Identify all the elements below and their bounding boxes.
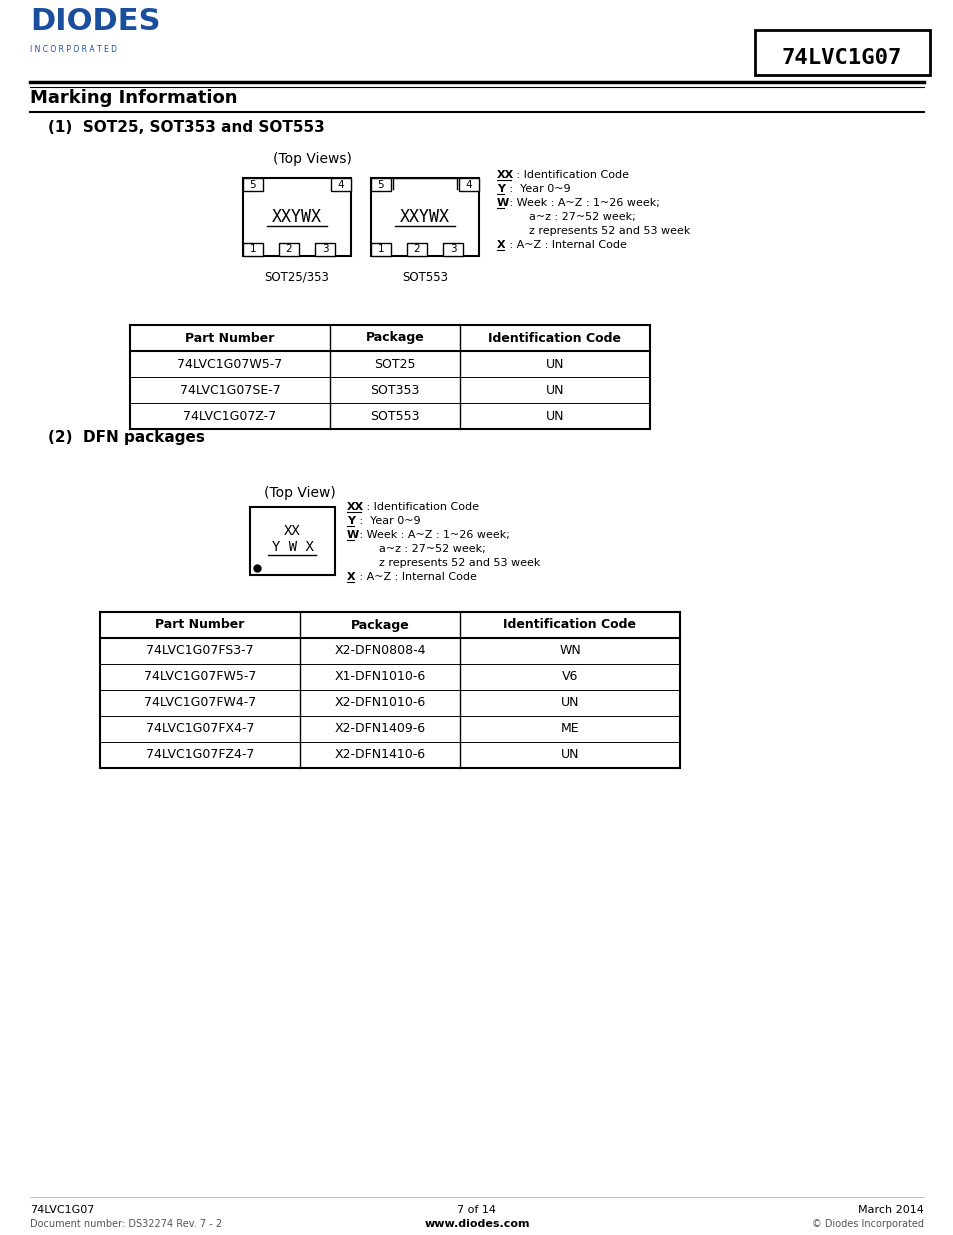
Bar <box>314 243 335 256</box>
Text: 74LVC1G07FW4-7: 74LVC1G07FW4-7 <box>144 697 255 709</box>
Text: Package: Package <box>351 619 409 631</box>
Text: Identification Code: Identification Code <box>488 331 620 345</box>
Text: (1)  SOT25, SOT353 and SOT553: (1) SOT25, SOT353 and SOT553 <box>48 120 324 135</box>
Bar <box>371 243 391 256</box>
Bar <box>371 178 391 191</box>
Text: © Diodes Incorporated: © Diodes Incorporated <box>811 1219 923 1229</box>
Bar <box>278 243 298 256</box>
Text: z represents 52 and 53 week: z represents 52 and 53 week <box>365 558 539 568</box>
Text: DIODES: DIODES <box>30 7 160 36</box>
Text: XX: XX <box>347 501 364 513</box>
Text: 74LVC1G07: 74LVC1G07 <box>30 1205 94 1215</box>
Bar <box>250 508 335 576</box>
Text: : Week : A~Z : 1~26 week;: : Week : A~Z : 1~26 week; <box>355 530 509 540</box>
Text: 1: 1 <box>377 245 384 254</box>
Text: a~z : 27~52 week;: a~z : 27~52 week; <box>365 543 485 555</box>
Bar <box>754 30 929 75</box>
Text: Y: Y <box>497 184 504 194</box>
Text: 3: 3 <box>449 245 456 254</box>
Text: 4: 4 <box>465 179 472 189</box>
Text: X2-DFN0808-4: X2-DFN0808-4 <box>334 645 425 657</box>
Text: SOT25/353: SOT25/353 <box>264 270 329 284</box>
Text: UN: UN <box>545 357 563 370</box>
Text: 2: 2 <box>414 245 420 254</box>
Text: 74LVC1G07SE-7: 74LVC1G07SE-7 <box>179 384 280 396</box>
Text: UN: UN <box>560 697 578 709</box>
Text: 74LVC1G07: 74LVC1G07 <box>781 48 902 68</box>
Text: X: X <box>497 240 505 249</box>
Bar <box>243 178 351 256</box>
Text: XXYWX: XXYWX <box>399 207 450 226</box>
Text: (Top View): (Top View) <box>264 487 335 500</box>
Text: Y: Y <box>347 516 355 526</box>
Bar <box>407 243 427 256</box>
Text: : Identification Code: : Identification Code <box>513 170 628 180</box>
Text: (2)  DFN packages: (2) DFN packages <box>48 430 205 445</box>
Text: XXYWX: XXYWX <box>272 207 322 226</box>
Bar <box>331 178 351 191</box>
Text: WN: WN <box>558 645 580 657</box>
Bar <box>442 243 462 256</box>
Text: X2-DFN1410-6: X2-DFN1410-6 <box>335 748 425 762</box>
Text: 5: 5 <box>377 179 384 189</box>
Text: : A~Z : Internal Code: : A~Z : Internal Code <box>505 240 626 249</box>
Text: a~z : 27~52 week;: a~z : 27~52 week; <box>515 212 635 222</box>
Text: :  Year 0~9: : Year 0~9 <box>355 516 420 526</box>
Text: W: W <box>497 198 509 207</box>
Bar <box>458 178 478 191</box>
Text: z represents 52 and 53 week: z represents 52 and 53 week <box>515 226 690 236</box>
Text: Document number: DS32274 Rev. 7 - 2: Document number: DS32274 Rev. 7 - 2 <box>30 1219 222 1229</box>
Text: 74LVC1G07FZ4-7: 74LVC1G07FZ4-7 <box>146 748 253 762</box>
Text: 2: 2 <box>285 245 292 254</box>
Text: UN: UN <box>545 410 563 422</box>
Text: 74LVC1G07W5-7: 74LVC1G07W5-7 <box>177 357 282 370</box>
Text: X2-DFN1409-6: X2-DFN1409-6 <box>335 722 425 736</box>
Text: (Top Views): (Top Views) <box>273 152 351 165</box>
Text: W: W <box>347 530 359 540</box>
Text: March 2014: March 2014 <box>858 1205 923 1215</box>
Bar <box>243 178 263 191</box>
Text: 4: 4 <box>337 179 344 189</box>
Text: 1: 1 <box>250 245 256 254</box>
Text: 74LVC1G07FX4-7: 74LVC1G07FX4-7 <box>146 722 254 736</box>
Text: Part Number: Part Number <box>155 619 244 631</box>
Text: X: X <box>347 572 355 582</box>
Text: Marking Information: Marking Information <box>30 89 237 107</box>
Text: XX: XX <box>497 170 514 180</box>
Text: www.diodes.com: www.diodes.com <box>424 1219 529 1229</box>
Text: 3: 3 <box>321 245 328 254</box>
Text: V6: V6 <box>561 671 578 683</box>
Text: : Identification Code: : Identification Code <box>363 501 478 513</box>
Text: SOT553: SOT553 <box>401 270 448 284</box>
Text: SOT353: SOT353 <box>370 384 419 396</box>
Text: XX: XX <box>284 524 300 538</box>
Text: ME: ME <box>560 722 578 736</box>
Text: UN: UN <box>560 748 578 762</box>
Text: :  Year 0~9: : Year 0~9 <box>505 184 570 194</box>
Text: : Week : A~Z : 1~26 week;: : Week : A~Z : 1~26 week; <box>505 198 659 207</box>
Text: UN: UN <box>545 384 563 396</box>
Text: 74LVC1G07FW5-7: 74LVC1G07FW5-7 <box>144 671 256 683</box>
Text: Package: Package <box>365 331 424 345</box>
Bar <box>371 178 478 256</box>
Text: X2-DFN1010-6: X2-DFN1010-6 <box>334 697 425 709</box>
Text: 74LVC1G07FS3-7: 74LVC1G07FS3-7 <box>146 645 253 657</box>
Text: : A~Z : Internal Code: : A~Z : Internal Code <box>355 572 476 582</box>
Text: SOT553: SOT553 <box>370 410 419 422</box>
Text: Y W X: Y W X <box>272 540 314 555</box>
Text: 7 of 14: 7 of 14 <box>457 1205 496 1215</box>
Text: Identification Code: Identification Code <box>503 619 636 631</box>
Text: Part Number: Part Number <box>185 331 274 345</box>
Text: I N C O R P O R A T E D: I N C O R P O R A T E D <box>30 44 117 54</box>
Bar <box>243 243 263 256</box>
Text: SOT25: SOT25 <box>374 357 416 370</box>
Text: 74LVC1G07Z-7: 74LVC1G07Z-7 <box>183 410 276 422</box>
Text: 5: 5 <box>250 179 256 189</box>
Text: X1-DFN1010-6: X1-DFN1010-6 <box>334 671 425 683</box>
